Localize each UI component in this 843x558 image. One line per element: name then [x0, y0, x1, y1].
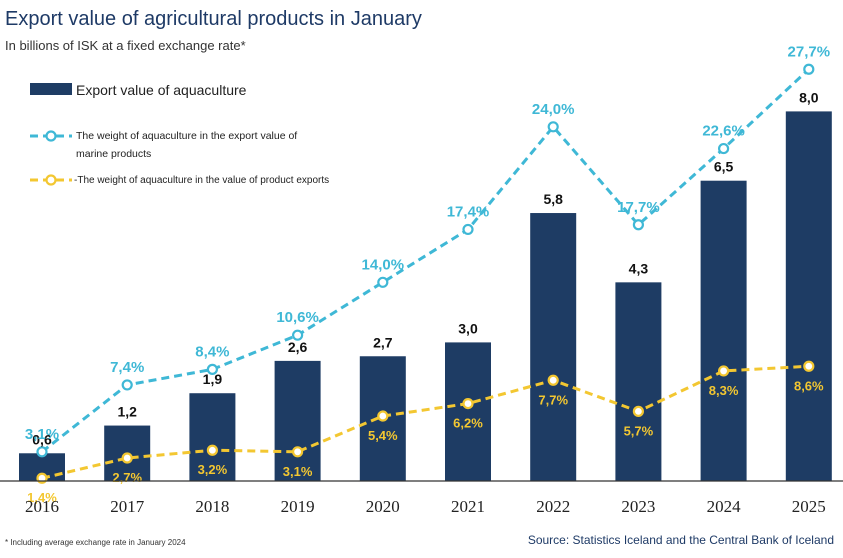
product-label-2016: 1,4%	[27, 490, 57, 505]
bar-label-2024: 6,5	[714, 159, 734, 175]
product-label-2021: 6,2%	[453, 416, 483, 431]
bar-2021	[445, 342, 491, 481]
marine-label-2024: 22,6%	[702, 123, 745, 140]
product-point-2019	[292, 446, 304, 458]
legend-marine-label-line2: marine products	[76, 148, 151, 160]
product-line	[41, 364, 809, 480]
bar-label-2022: 5,8	[543, 191, 563, 207]
marine-point-2017	[121, 379, 133, 391]
marine-label-2022: 24,0%	[532, 101, 575, 118]
product-point-2021	[462, 397, 474, 410]
bar-label-2017: 1,2	[117, 404, 137, 420]
product-point-2017	[121, 452, 133, 464]
product-label-2019: 3,1%	[283, 464, 313, 479]
footnote: * Including average exchange rate in Jan…	[5, 538, 186, 547]
product-label-2025: 8,6%	[794, 378, 824, 393]
x-tick-2016: 2016	[25, 497, 59, 516]
bar-label-2021: 3,0	[458, 320, 478, 336]
product-point-2020	[377, 410, 389, 422]
x-tick-2022: 2022	[536, 497, 570, 516]
bar-2025	[785, 111, 832, 482]
marine-label-2025: 27,7%	[788, 43, 831, 60]
x-tick-2019: 2019	[281, 497, 315, 516]
x-tick-2018: 2018	[195, 497, 229, 516]
legend-product-swatch-marker	[45, 174, 57, 186]
product-point-2018	[206, 444, 218, 456]
marine-point-2024	[717, 142, 730, 155]
bar-label-2016: 0,6	[32, 431, 52, 447]
marine-label-2020: 14,0%	[362, 256, 405, 273]
product-point-2022	[547, 374, 559, 386]
source-note: Source: Statistics Iceland and the Centr…	[527, 533, 834, 547]
legend-bar-swatch	[30, 83, 72, 95]
marine-label-2021: 17,4%	[447, 203, 490, 220]
bar-label-2023: 4,3	[629, 260, 649, 276]
chart-subtitle: In billions of ISK at a fixed exchange r…	[5, 38, 246, 53]
marine-point-2016	[36, 446, 48, 458]
bar-2024	[700, 180, 747, 481]
x-tick-2023: 2023	[621, 497, 655, 516]
marine-label-2019: 10,6%	[276, 309, 319, 326]
legend-marine-label: The weight of aquaculture in the export …	[76, 130, 297, 160]
legend-marine-swatch-marker	[45, 130, 57, 142]
legend-product-label: -The weight of aquaculture in the value …	[74, 175, 329, 186]
bar-2019	[274, 360, 321, 481]
marine-point-2025	[803, 63, 815, 75]
product-point-2025	[803, 360, 815, 372]
marine-point-2018	[206, 363, 218, 375]
bar-label-2025: 8,0	[799, 89, 819, 105]
marine-label-2016: 3,1%	[25, 426, 59, 443]
product-label-2018: 3,2%	[198, 462, 228, 477]
bar-2022	[530, 213, 577, 482]
bar-2023	[615, 282, 662, 481]
x-tick-2020: 2020	[366, 497, 400, 516]
marine-point-2020	[377, 276, 389, 288]
marine-point-2021	[462, 223, 474, 236]
bar-label-2019: 2,6	[288, 339, 308, 355]
product-label-2017: 2,7%	[112, 470, 142, 485]
x-tick-2025: 2025	[792, 497, 826, 516]
marine-line	[41, 68, 810, 453]
bar-label-2018: 1,9	[203, 371, 223, 387]
product-label-2023: 5,7%	[624, 423, 654, 438]
marine-point-2019	[292, 329, 304, 341]
product-label-2020: 5,4%	[368, 428, 398, 443]
legend-marine-label-line1: The weight of aquaculture in the export …	[76, 130, 297, 142]
legend-bar-label: Export value of aquaculture	[76, 82, 247, 98]
bar-2018	[189, 393, 236, 481]
chart-title: Export value of agricultural products in…	[5, 8, 422, 30]
bar-label-2020: 2,7	[373, 334, 393, 350]
marine-label-2018: 8,4%	[195, 343, 229, 360]
marine-label-2017: 7,4%	[110, 359, 144, 376]
x-tick-2017: 2017	[110, 497, 145, 516]
marine-point-2023	[632, 219, 645, 231]
marine-label-2023: 17,7%	[617, 199, 660, 216]
product-label-2022: 7,7%	[538, 392, 568, 407]
product-label-2024: 8,3%	[709, 383, 739, 398]
product-point-2023	[632, 405, 645, 417]
x-tick-2021: 2021	[451, 497, 485, 516]
marine-point-2022	[547, 121, 559, 133]
product-point-2024	[717, 365, 730, 377]
x-tick-2024: 2024	[707, 497, 742, 516]
